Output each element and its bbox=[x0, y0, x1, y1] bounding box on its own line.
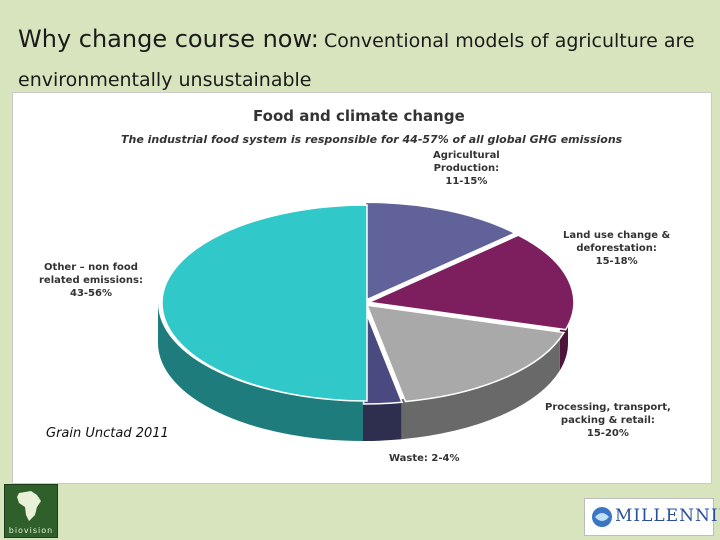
africa-icon bbox=[17, 491, 41, 521]
label-line: 15-20% bbox=[586, 428, 629, 439]
slice-agricultural-production bbox=[364, 201, 517, 302]
pie-chart bbox=[158, 201, 575, 441]
label-line: Production: bbox=[433, 163, 500, 174]
slice-land-use bbox=[366, 234, 575, 331]
label-processing: Processing, transport, packing & retail:… bbox=[545, 401, 671, 440]
slice-waste bbox=[362, 305, 404, 405]
slide-title: Why change course now: Conventional mode… bbox=[18, 20, 718, 100]
label-line: related emissions: bbox=[39, 275, 143, 286]
label-line: Agricultural bbox=[433, 150, 500, 161]
label-agricultural-production: Agricultural Production: 11-15% bbox=[433, 149, 500, 188]
millennium-logo: MILLENNIUM bbox=[584, 498, 720, 536]
slice-other-side bbox=[158, 303, 363, 441]
title-rest: Conventional models of agriculture are e… bbox=[18, 30, 695, 91]
label-line: deforestation: bbox=[576, 243, 657, 254]
slice-waste-side bbox=[363, 399, 402, 441]
label-line: 15-18% bbox=[595, 256, 638, 267]
label-line: packing & retail: bbox=[560, 415, 655, 426]
title-lead: Why change course now: bbox=[18, 25, 319, 53]
label-land-use: Land use change & deforestation: 15-18% bbox=[563, 229, 670, 268]
label-other: Other – non food related emissions: 43-5… bbox=[39, 261, 143, 300]
biovision-text: biovision bbox=[8, 526, 54, 535]
label-line: Other – non food bbox=[44, 262, 138, 273]
chart-panel: Food and climate change The industrial f… bbox=[12, 92, 712, 484]
label-line: Processing, transport, bbox=[545, 402, 671, 413]
label-line: Land use change & bbox=[563, 230, 671, 241]
millennium-text: MILLENNIUM bbox=[615, 506, 720, 526]
label-line: Waste: 2-4% bbox=[389, 453, 460, 464]
slice-other bbox=[161, 204, 368, 402]
label-line: 43-56% bbox=[69, 288, 112, 299]
chart-subtitle: The industrial food system is responsibl… bbox=[121, 133, 623, 146]
globe-icon bbox=[592, 507, 612, 527]
label-line: 11-15% bbox=[445, 176, 488, 187]
source-note: Grain Unctad 2011 bbox=[46, 426, 169, 441]
slice-processing bbox=[365, 304, 566, 403]
label-waste: Waste: 2-4% bbox=[389, 452, 460, 465]
chart-title: Food and climate change bbox=[253, 107, 465, 125]
biovision-logo: biovision bbox=[4, 484, 58, 538]
